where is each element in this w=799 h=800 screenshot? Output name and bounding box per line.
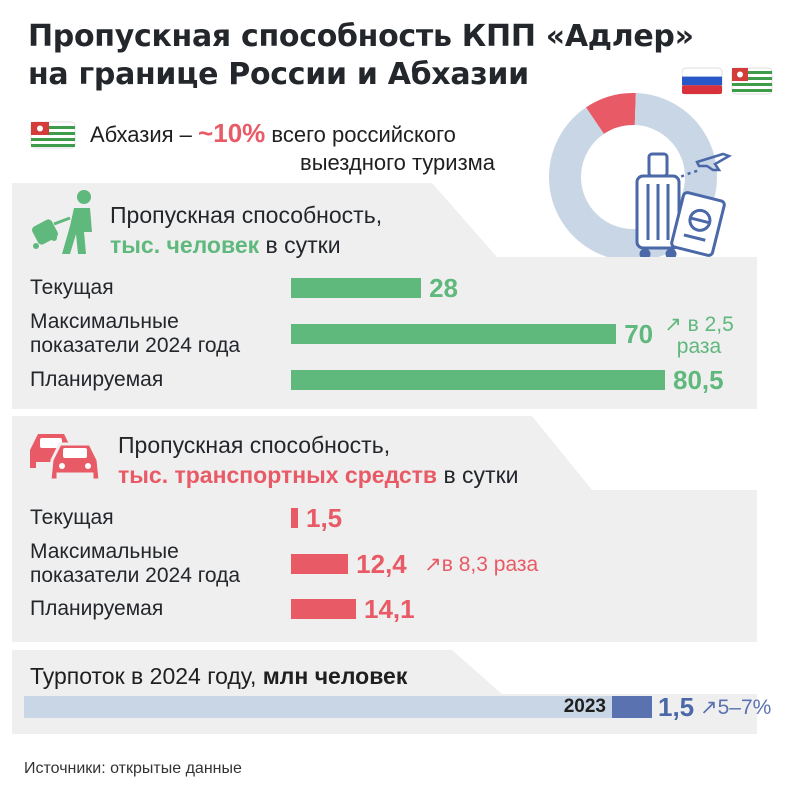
share-suffix-2: выездного туризма [300,150,496,175]
vehicles-title-rest: в сутки [443,462,519,488]
bar-label: Текущая [30,276,114,300]
tourists-section-title: Турпоток в 2024 году, млн человек [30,662,407,690]
abkhazia-flag-icon [30,121,76,149]
people-growth-line-2: раза [676,335,722,358]
tourists-title-main: Турпоток в 2024 году, [30,663,257,689]
bar [291,370,665,390]
vehicles-section-title: Пропускная способность, тыс. транспортны… [118,430,519,490]
title-line-1: Пропускная способность КПП «Адлер» [28,19,694,54]
travel-illustration [635,152,733,260]
tourists-total-bar [24,696,652,718]
share-suffix-1: всего российского [271,122,456,147]
bar-label-line: Планируемая [30,597,164,620]
passport-icon [670,191,726,257]
traveler-icon [32,190,92,254]
tourists-title-bold: млн человек [262,663,408,689]
abkhazia-flag-icon [731,67,773,95]
source-note: Источники: открытые данные [24,760,242,777]
bar-value-label: 28 [429,273,458,303]
bar-label-line: Максимальные [30,310,179,333]
bar-label-line: Максимальные [30,540,179,563]
cars-icon [30,434,102,482]
bar [291,278,422,298]
bar-label: Планируемая [30,597,163,621]
bar-label: Максимальные показатели 2024 года [30,540,240,588]
donut-slice-abkhazia [585,93,636,135]
bar [291,324,617,344]
bar-label-line: Текущая [30,276,114,299]
tourists-value: 1,5 [658,692,695,722]
bar-value-label: 70 [624,319,654,349]
suitcase-icon [635,152,681,260]
vehicles-title-unit: тыс. транспортных средств [118,462,438,488]
russia-flag-icon [682,67,723,95]
tourists-2023-bar [612,696,652,718]
bar [291,508,298,528]
people-section-title: Пропускная способность, тыс. человек в с… [110,200,382,260]
bar-value-label: 1,5 [306,503,343,533]
bar-label-line: Текущая [30,506,114,529]
page-title: Пропускная способность КПП «Адлер» на гр… [28,18,768,94]
vehicles-title-line-1: Пропускная способность, [118,432,391,458]
share-value: ~10% [198,118,266,148]
share-prefix: Абхазия – [90,122,192,147]
share-statement: Абхазия – ~10% всего российского [90,118,456,150]
vehicles-growth-note: ↗в 8,3 раза [424,553,539,576]
people-title-line-1: Пропускная способность, [110,202,383,228]
bar [291,599,356,619]
flags-group [682,67,773,95]
tourists-2023-label: 2023 [563,696,606,717]
bar [291,554,349,574]
bar-label: Максимальные показатели 2024 года [30,310,240,358]
bar-label-line: показатели 2024 года [30,334,241,357]
bar-value-label: 14,1 [364,594,415,624]
tourists-growth: ↗5–7% [700,696,772,719]
bar-value-label: 12,4 [356,549,407,579]
bar-value-label: 80,5 [673,365,724,395]
bar-label: Текущая [30,506,114,530]
people-growth-line-1: ↗ в 2,5 [664,313,734,336]
bar-label-line: показатели 2024 года [30,564,241,587]
title-line-2: на границе России и Абхазии [28,57,529,92]
bar-label-line: Планируемая [30,368,164,391]
people-growth-note: ↗ в 2,5 раза [664,314,734,358]
airplane-icon [674,152,733,182]
bar-label: Планируемая [30,368,163,392]
people-title-rest: в сутки [265,232,341,258]
people-title-unit: тыс. человек [110,232,260,258]
